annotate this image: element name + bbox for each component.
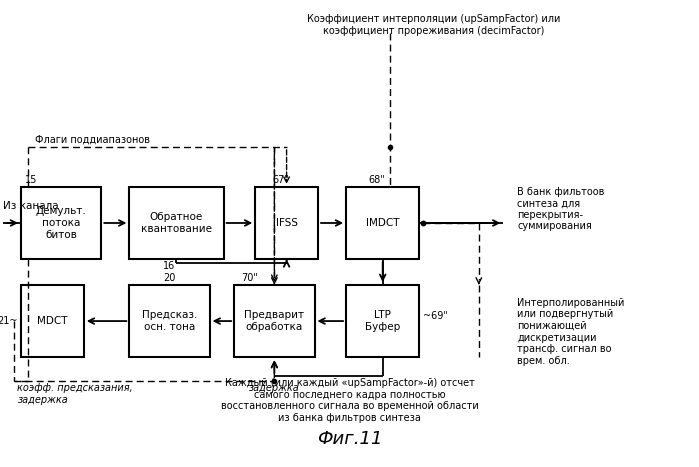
Text: ~69": ~69" [423,311,448,321]
Text: IFSS: IFSS [275,218,298,228]
Text: 67": 67" [273,176,289,185]
Bar [21,187,101,259]
Text: Фиг.11: Фиг.11 [317,430,382,448]
Text: LTP
Буфер: LTP Буфер [365,310,401,332]
Bar [21,285,84,357]
Text: 68": 68" [369,176,385,185]
Text: Флаги поддиапазонов: Флаги поддиапазонов [35,135,150,145]
Text: Обратное
квантование: Обратное квантование [141,212,212,234]
Text: Каждый (или каждый «upSampFactor»-й) отсчет
самого последнего кадра полностью
во: Каждый (или каждый «upSampFactor»-й) отс… [221,378,478,423]
Text: 20: 20 [164,274,175,283]
Text: Предсказ.
осн. тона: Предсказ. осн. тона [142,310,197,332]
Bar [346,187,419,259]
Text: Из канала: Из канала [3,201,59,211]
Text: 21~: 21~ [0,316,17,326]
Text: Демульт.
потока
битов: Демульт. потока битов [36,206,87,240]
Bar [255,187,318,259]
Text: Коэффициент интерполяции (upSampFactor) или
коэффициент прореживания (decimFacto: Коэффициент интерполяции (upSampFactor) … [307,14,560,35]
Text: коэфф. предсказания,
задержка: коэфф. предсказания, задержка [17,383,134,404]
Text: 70": 70" [241,274,258,283]
Text: 16: 16 [164,261,175,270]
Text: Интерполированный
или подвергнутый
понижающей
дискретизации
трансф. сигнал во
вр: Интерполированный или подвергнутый пониж… [517,298,625,366]
Text: Предварит
обработка: Предварит обработка [245,310,304,332]
Text: В банк фильтоов
синтеза для
перекрытия-
суммирования: В банк фильтоов синтеза для перекрытия- … [517,187,605,231]
Bar [234,285,315,357]
Text: MDCT: MDCT [37,316,68,326]
Bar [346,285,419,357]
Text: IMDCT: IMDCT [366,218,399,228]
Text: 15: 15 [24,176,37,185]
Bar [129,187,224,259]
Bar [129,285,210,357]
Text: задержка: задержка [249,383,300,393]
